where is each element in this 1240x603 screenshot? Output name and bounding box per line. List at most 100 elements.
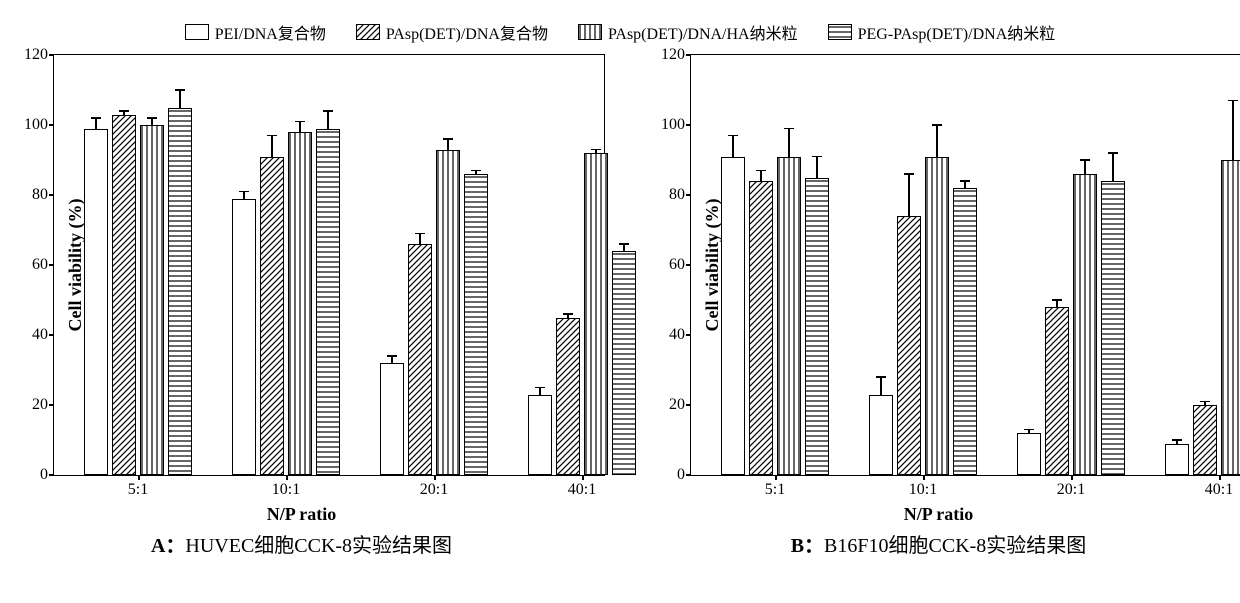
bar [464, 174, 488, 475]
error-cap [728, 135, 738, 137]
legend-label: PEG-PAsp(DET)/DNA纳米粒 [858, 20, 1056, 44]
legend-item: PEI/DNA复合物 [185, 20, 326, 44]
ytick-mark [49, 194, 54, 196]
error-cap [1228, 100, 1238, 102]
ytick-label: 80 [32, 186, 48, 204]
error-bar [623, 244, 625, 251]
ytick-mark [49, 334, 54, 336]
x-axis-label: N/P ratio [904, 504, 974, 525]
ytick-mark [49, 264, 54, 266]
error-cap [175, 89, 185, 91]
error-cap [876, 376, 886, 378]
ytick-mark [686, 404, 691, 406]
legend-label: PEI/DNA复合物 [215, 20, 326, 44]
error-bar [539, 388, 541, 395]
error-cap [1200, 401, 1210, 403]
error-cap [1024, 429, 1034, 431]
error-bar [299, 122, 301, 133]
bar [749, 181, 773, 475]
error-cap [147, 117, 157, 119]
chart-plot-area: Cell viability (%)0204060801001205:110:1… [690, 54, 1240, 476]
error-cap [1052, 299, 1062, 301]
bar [232, 199, 256, 476]
bar [528, 395, 552, 476]
bar [1073, 174, 1097, 475]
error-bar [327, 111, 329, 129]
legend-item: PAsp(DET)/DNA/HA纳米粒 [578, 20, 798, 44]
error-cap [1080, 159, 1090, 161]
ytick-mark [686, 334, 691, 336]
xtick-label: 40:1 [1205, 481, 1233, 499]
error-bar [760, 171, 762, 182]
ytick-mark [49, 54, 54, 56]
legend-swatch [185, 24, 209, 40]
error-bar [447, 139, 449, 150]
chart-wrap: Cell viability (%)0204060801001205:110:1… [0, 54, 605, 558]
legend-item: PAsp(DET)/DNA复合物 [356, 20, 548, 44]
error-cap [756, 170, 766, 172]
legend: PEI/DNA复合物 PAsp(DET)/DNA复合物 PAsp(DET)/DNA/… [20, 20, 1220, 44]
error-cap [812, 156, 822, 158]
error-cap [443, 138, 453, 140]
bar [380, 363, 404, 475]
bar [1017, 433, 1041, 475]
error-bar [391, 356, 393, 363]
bar [168, 108, 192, 476]
ytick-label: 120 [24, 46, 48, 64]
caption-id: B： [791, 535, 824, 557]
bar [805, 178, 829, 476]
ytick-mark [49, 474, 54, 476]
ytick-label: 120 [661, 46, 685, 64]
bar [925, 157, 949, 476]
bar [1165, 444, 1189, 476]
ytick-label: 20 [32, 396, 48, 414]
bar [436, 150, 460, 476]
legend-swatch [578, 24, 602, 40]
bar [84, 129, 108, 476]
error-cap [563, 313, 573, 315]
y-axis-label: Cell viability (%) [702, 199, 723, 332]
error-cap [295, 121, 305, 123]
ytick-label: 60 [32, 256, 48, 274]
error-cap [1108, 152, 1118, 154]
chart-outer: Cell viability (%)0204060801001205:110:1… [635, 54, 1240, 476]
error-cap [471, 170, 481, 172]
bar [140, 125, 164, 475]
xtick-mark [286, 475, 288, 480]
error-bar [1232, 101, 1234, 161]
chart-outer: Cell viability (%)0204060801001205:110:1… [0, 54, 605, 476]
error-cap [932, 124, 942, 126]
error-bar [816, 157, 818, 178]
error-cap [387, 355, 397, 357]
caption-text: HUVEC细胞CCK-8实验结果图 [185, 535, 452, 557]
legend-item: PEG-PAsp(DET)/DNA纳米粒 [828, 20, 1056, 44]
ytick-mark [686, 474, 691, 476]
ytick-mark [49, 124, 54, 126]
error-bar [908, 174, 910, 216]
error-cap [535, 387, 545, 389]
bar [1101, 181, 1125, 475]
bar [584, 153, 608, 475]
xtick-label: 10:1 [272, 481, 300, 499]
xtick-mark [582, 475, 584, 480]
error-bar [95, 118, 97, 129]
ytick-label: 40 [669, 326, 685, 344]
error-cap [784, 128, 794, 130]
xtick-mark [434, 475, 436, 480]
error-cap [904, 173, 914, 175]
error-bar [1112, 153, 1114, 181]
error-cap [591, 149, 601, 151]
chart-plot-area: Cell viability (%)0204060801001205:110:1… [53, 54, 605, 476]
legend-label: PAsp(DET)/DNA复合物 [386, 20, 548, 44]
bar [777, 157, 801, 476]
bar [953, 188, 977, 475]
error-bar [880, 377, 882, 395]
xtick-mark [138, 475, 140, 480]
xtick-mark [1071, 475, 1073, 480]
bar [721, 157, 745, 476]
ytick-mark [686, 264, 691, 266]
error-bar [243, 192, 245, 199]
bar [612, 251, 636, 475]
bar [897, 216, 921, 475]
xtick-label: 20:1 [1057, 481, 1085, 499]
